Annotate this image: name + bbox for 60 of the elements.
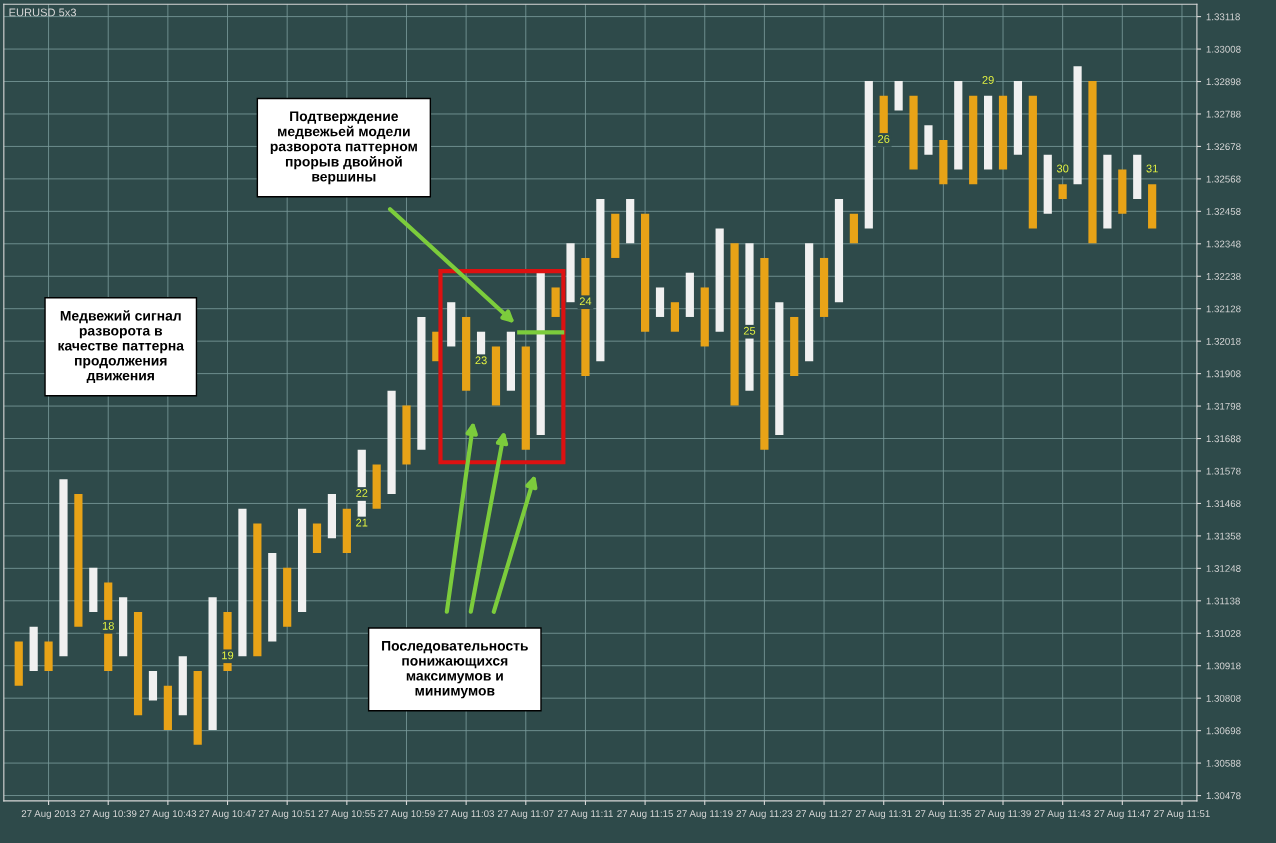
y-tick-label: 1.32678 <box>1206 143 1241 151</box>
annotation: 19 <box>222 651 234 660</box>
annotation: 31 <box>1146 164 1158 173</box>
y-tick-label: 1.32018 <box>1206 337 1241 345</box>
y-tick-label: 1.30478 <box>1206 792 1241 800</box>
x-tick-label: 27 Aug 11:11 <box>558 810 613 819</box>
x-tick-label: 27 Aug 11:39 <box>975 810 1031 819</box>
annotation: 29 <box>982 76 994 84</box>
annotation: 22 <box>356 489 368 497</box>
y-tick-label: 1.32128 <box>1206 305 1241 313</box>
y-tick-label: 1.31138 <box>1206 597 1240 605</box>
y-tick-label: 1.32568 <box>1206 175 1241 183</box>
annotation: Подтверждение медвежьей модели разворота паттерном прорыв двойной вершины <box>270 111 417 185</box>
x-tick-label: 27 Aug 11:07 <box>497 810 554 819</box>
annotation: Медвежий сигнал разворота в качестве паттерна продолжения движения <box>58 310 185 384</box>
y-tick-label: 1.30808 <box>1206 694 1241 702</box>
x-tick-label: 27 Aug 11:03 <box>438 810 495 819</box>
y-tick-label: 1.31358 <box>1206 532 1241 540</box>
y-tick-label: 1.31468 <box>1206 500 1241 508</box>
annotation: 21 <box>356 518 368 527</box>
x-tick-label: 27 Aug 11:19 <box>676 810 733 819</box>
annotation: 26 <box>878 135 890 143</box>
y-tick-label: 1.32238 <box>1206 272 1241 280</box>
annotation: Последовательность понижающихся максимумов и минимумов <box>382 641 528 699</box>
annotation: 30 <box>1056 164 1069 173</box>
y-tick-label: 1.32458 <box>1206 208 1241 215</box>
y-tick-label: 1.30588 <box>1206 759 1241 767</box>
y-tick-label: 1.33118 <box>1206 13 1240 21</box>
y-tick-label: 1.31798 <box>1206 402 1241 410</box>
x-tick-label: 27 Aug 11:51 <box>1154 810 1210 819</box>
x-tick-label: 27 Aug 11:15 <box>617 810 673 819</box>
annotation: 24 <box>579 297 592 306</box>
x-tick-label: 27 Aug 10:51 <box>259 810 316 819</box>
x-tick-label: 27 Aug 2013 <box>21 810 76 819</box>
y-tick-label: 1.31578 <box>1206 467 1241 475</box>
y-tick-label: 1.30918 <box>1206 662 1241 670</box>
x-tick-label: 27 Aug 11:27 <box>796 810 852 819</box>
y-tick-label: 1.30698 <box>1206 727 1241 735</box>
y-tick-label: 1.31908 <box>1206 370 1241 378</box>
y-tick-label: 1.32788 <box>1206 110 1241 118</box>
x-tick-label: 27 Aug 11:23 <box>736 810 793 819</box>
y-tick-label: 1.33008 <box>1206 45 1241 53</box>
annotation: 25 <box>743 326 756 335</box>
x-tick-label: 27 Aug 11:31 <box>855 810 912 819</box>
y-tick-label: 1.31028 <box>1206 630 1241 637</box>
x-tick-label: 27 Aug 10:47 <box>199 810 256 819</box>
annotation: 23 <box>475 356 487 365</box>
x-tick-label: 27 Aug 10:59 <box>378 810 435 819</box>
x-tick-label: 27 Aug 10:43 <box>139 810 197 819</box>
y-tick-label: 1.32348 <box>1206 240 1241 248</box>
y-tick-label: 1.31688 <box>1206 435 1241 443</box>
x-tick-label: 27 Aug 11:47 <box>1094 810 1151 819</box>
chart-title: EURUSD 5x3 <box>9 8 77 17</box>
x-tick-label: 27 Aug 11:43 <box>1034 810 1091 819</box>
y-tick-label: 1.31248 <box>1206 565 1241 572</box>
x-tick-label: 27 Aug 10:55 <box>318 810 376 819</box>
x-tick-label: 27 Aug 11:35 <box>915 810 972 819</box>
y-tick-label: 1.32898 <box>1206 78 1241 86</box>
annotation: 18 <box>102 621 114 630</box>
x-tick-label: 27 Aug 10:39 <box>80 810 137 819</box>
